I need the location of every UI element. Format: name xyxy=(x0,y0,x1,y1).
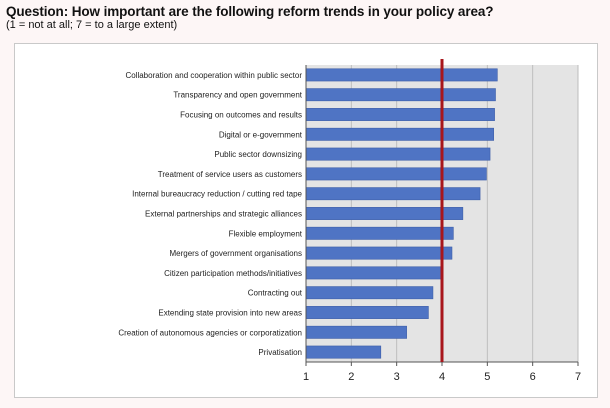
bar-6 xyxy=(305,167,487,181)
bar-3 xyxy=(305,108,495,121)
chart-title: Question: How important are the followin… xyxy=(6,4,494,19)
bar-chart: Collaboration and cooperation within pub… xyxy=(118,59,581,383)
bar-2 xyxy=(305,88,496,102)
bar-10 xyxy=(305,246,453,260)
bar-9 xyxy=(305,226,454,240)
category-label-4: Digital or e-government xyxy=(219,130,303,139)
x-tick-label-7: 7 xyxy=(575,371,581,383)
bar-5 xyxy=(305,147,491,161)
category-label-12: Contracting out xyxy=(248,289,303,298)
category-label-14: Creation of autonomous agencies or corpo… xyxy=(118,328,302,337)
bar-4 xyxy=(305,127,494,141)
chart-subtitle: (1 = not at all; 7 = to a large extent) xyxy=(6,19,178,31)
x-tick-label-3: 3 xyxy=(394,371,400,383)
chart-panel: Collaboration and cooperation within pub… xyxy=(14,43,598,398)
category-label-9: Flexible employment xyxy=(229,229,303,238)
bar-14 xyxy=(305,325,407,339)
bar-12 xyxy=(305,286,434,300)
x-tick-label-6: 6 xyxy=(530,371,536,383)
category-label-6: Treatment of service users as customers xyxy=(158,170,302,179)
category-label-11: Citizen participation methods/initiative… xyxy=(164,269,302,278)
bar-15 xyxy=(305,345,382,359)
category-label-1: Collaboration and cooperation within pub… xyxy=(125,71,302,80)
category-label-13: Extending state provision into new areas xyxy=(158,309,302,318)
bar-1 xyxy=(305,68,498,82)
x-tick-label-4: 4 xyxy=(439,371,445,383)
category-label-2: Transparency and open government xyxy=(173,91,302,100)
bar-13 xyxy=(305,306,429,319)
chart-header: Question: How important are the followin… xyxy=(6,4,606,31)
bar-8 xyxy=(305,207,464,220)
bar-7 xyxy=(305,187,481,201)
category-label-5: Public sector downsizing xyxy=(214,150,302,159)
category-label-3: Focusing on outcomes and results xyxy=(180,111,302,120)
category-label-7: Internal bureaucracy reduction / cutting… xyxy=(132,190,302,199)
x-tick-label-2: 2 xyxy=(348,371,354,383)
bar-11 xyxy=(305,266,444,280)
category-label-10: Mergers of government organisations xyxy=(169,249,302,258)
category-label-15: Privatisation xyxy=(258,348,302,357)
x-tick-label-5: 5 xyxy=(484,371,490,383)
x-tick-label-1: 1 xyxy=(303,371,309,383)
category-label-8: External partnerships and strategic alli… xyxy=(145,210,302,219)
